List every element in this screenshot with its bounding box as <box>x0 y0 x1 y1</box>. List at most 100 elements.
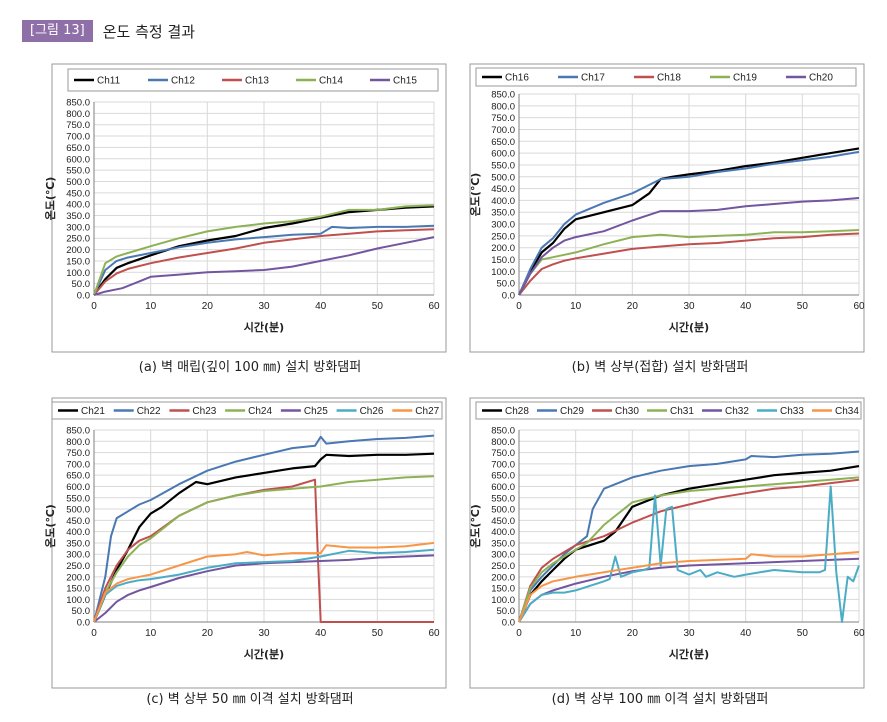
series-line-ch19 <box>518 229 860 296</box>
y-tick-label: 150.0 <box>66 584 90 595</box>
x-tick-label: 60 <box>428 628 440 639</box>
y-tick-label: 350.0 <box>491 208 515 219</box>
x-tick-label: 20 <box>627 301 639 312</box>
y-tick-label: 600.0 <box>66 154 90 165</box>
y-tick-label: 100.0 <box>491 595 515 606</box>
legend-label-ch13: Ch13 <box>245 76 269 87</box>
legend-label-ch18: Ch18 <box>657 73 681 84</box>
y-tick-label: 450.0 <box>491 516 515 527</box>
x-tick-label: 0 <box>516 301 522 312</box>
y-tick-label: 700.0 <box>491 459 515 470</box>
legend-label-ch32: Ch32 <box>725 406 749 417</box>
series-line-ch20 <box>518 197 860 296</box>
legend-label-ch26: Ch26 <box>360 406 384 417</box>
series-line-ch15 <box>93 236 435 296</box>
y-tick-label: 300.0 <box>491 550 515 561</box>
legend-label-ch11: Ch11 <box>97 76 121 87</box>
y-tick-label: 800.0 <box>491 437 515 448</box>
chart-frame <box>51 63 447 353</box>
y-tick-label: 250.0 <box>491 561 515 572</box>
y-tick-label: 0.0 <box>77 291 90 302</box>
x-tick-label: 50 <box>797 301 809 312</box>
legend-label-ch29: Ch29 <box>560 406 584 417</box>
y-tick-label: 150.0 <box>491 255 515 266</box>
x-tick-label: 30 <box>683 301 695 312</box>
series-line-ch26 <box>93 548 435 623</box>
series-line-ch16 <box>518 147 860 296</box>
legend-label-ch24: Ch24 <box>248 406 272 417</box>
legend-box <box>475 67 857 87</box>
y-tick-label: 550.0 <box>66 166 90 177</box>
y-tick-label: 150.0 <box>491 584 515 595</box>
legend-label-ch20: Ch20 <box>809 73 833 84</box>
legend-label-ch21: Ch21 <box>81 406 105 417</box>
y-tick-label: 650.0 <box>491 137 515 148</box>
chart-c: 0.050.0100.0150.0200.0250.0300.0350.0400… <box>44 397 447 689</box>
y-tick-label: 450.0 <box>66 188 90 199</box>
y-tick-label: 300.0 <box>66 222 90 233</box>
y-tick-label: 400.0 <box>66 527 90 538</box>
x-tick-label: 50 <box>372 301 384 312</box>
y-tick-label: 850.0 <box>66 426 90 437</box>
y-tick-label: 50.0 <box>72 606 91 617</box>
y-tick-label: 100.0 <box>66 268 90 279</box>
x-tick-label: 10 <box>145 628 157 639</box>
y-tick-label: 0.0 <box>502 618 515 629</box>
y-axis-label: 온도(℃) <box>469 504 482 548</box>
figure-header: [그림 13] 온도 측정 결과 <box>22 20 195 42</box>
x-tick-label: 10 <box>570 628 582 639</box>
y-tick-label: 700.0 <box>66 459 90 470</box>
legend-box <box>67 68 439 92</box>
y-tick-label: 600.0 <box>491 149 515 160</box>
legend-label-ch31: Ch31 <box>670 406 694 417</box>
legend-label-ch22: Ch22 <box>137 406 161 417</box>
chart-a: 0.050.0100.0150.0200.0250.0300.0350.0400… <box>44 63 447 353</box>
legend-label-ch30: Ch30 <box>615 406 639 417</box>
series-line-ch17 <box>518 150 860 296</box>
y-tick-label: 50.0 <box>497 606 516 617</box>
legend-label-ch17: Ch17 <box>581 73 605 84</box>
x-tick-label: 40 <box>740 301 752 312</box>
legend-label-ch27: Ch27 <box>415 406 439 417</box>
y-tick-label: 500.0 <box>66 505 90 516</box>
y-tick-label: 0.0 <box>77 618 90 629</box>
y-tick-label: 250.0 <box>66 234 90 245</box>
series-line-ch29 <box>518 450 860 623</box>
y-tick-label: 100.0 <box>491 267 515 278</box>
y-axis-label: 온도(℃) <box>44 504 57 548</box>
legend-label-ch16: Ch16 <box>505 73 529 84</box>
x-tick-label: 50 <box>372 628 384 639</box>
series-line-ch28 <box>517 465 860 623</box>
y-tick-label: 650.0 <box>66 143 90 154</box>
y-tick-label: 700.0 <box>491 125 515 136</box>
legend-label-ch25: Ch25 <box>304 406 328 417</box>
x-tick-label: 30 <box>258 301 270 312</box>
caption-c: (c) 벽 상부 50 ㎜ 이격 설치 방화댐퍼 <box>146 692 354 707</box>
series-line-ch12 <box>93 224 435 296</box>
series-line-ch33 <box>518 485 860 623</box>
y-tick-label: 650.0 <box>491 471 515 482</box>
y-tick-label: 550.0 <box>491 493 515 504</box>
y-tick-label: 550.0 <box>491 160 515 171</box>
series-line-ch14 <box>93 204 435 296</box>
x-tick-label: 50 <box>797 628 809 639</box>
y-tick-label: 850.0 <box>491 90 515 101</box>
y-tick-label: 200.0 <box>491 572 515 583</box>
y-axis-label: 온도(℃) <box>469 173 482 217</box>
x-tick-label: 10 <box>145 301 157 312</box>
y-tick-label: 200.0 <box>66 572 90 583</box>
x-tick-label: 0 <box>516 628 522 639</box>
y-tick-label: 500.0 <box>66 177 90 188</box>
x-tick-label: 60 <box>428 301 440 312</box>
legend-label-ch23: Ch23 <box>192 406 216 417</box>
figure-title: 온도 측정 결과 <box>102 22 196 41</box>
series-line-ch22 <box>93 434 435 623</box>
y-tick-label: 650.0 <box>66 471 90 482</box>
x-tick-label: 20 <box>202 628 214 639</box>
chart-frame <box>469 63 865 353</box>
y-tick-label: 350.0 <box>491 538 515 549</box>
x-tick-label: 60 <box>853 301 865 312</box>
y-tick-label: 250.0 <box>491 231 515 242</box>
series-line-ch31 <box>518 476 860 623</box>
y-tick-label: 450.0 <box>491 184 515 195</box>
